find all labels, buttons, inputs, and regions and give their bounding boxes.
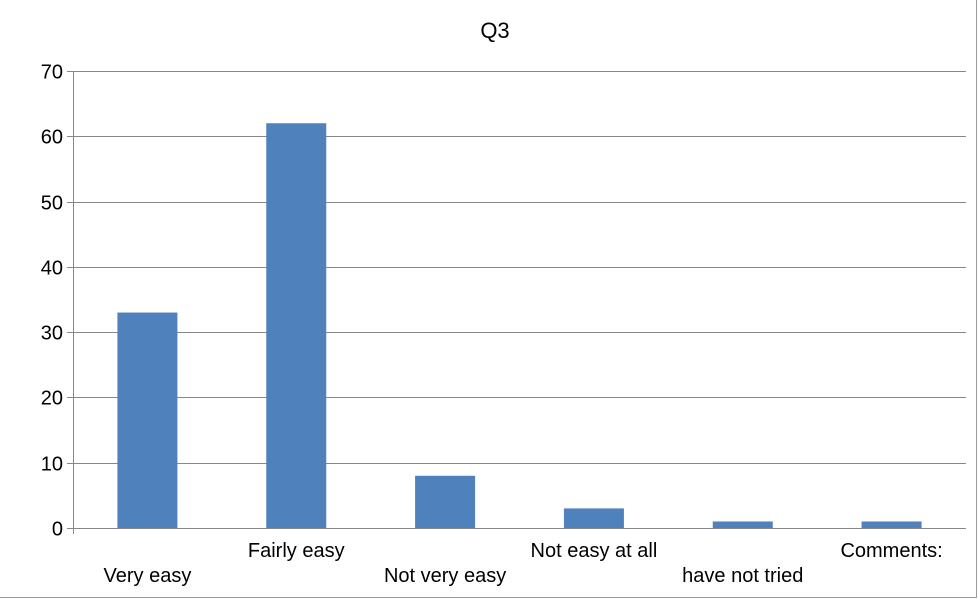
y-tick-label: 30 [41, 323, 63, 345]
x-category-label: Not very easy [384, 565, 506, 587]
bar [712, 521, 773, 528]
x-category-label: Comments: [840, 540, 942, 562]
x-category-label: Fairly easy [248, 540, 345, 562]
bar [415, 475, 476, 528]
y-tick-label: 70 [41, 62, 63, 84]
bar [861, 521, 922, 528]
y-tick-label: 40 [41, 258, 63, 280]
y-tick-label: 50 [41, 193, 63, 215]
bar [563, 508, 624, 528]
y-tick-label: 0 [52, 519, 63, 541]
bar [266, 123, 327, 528]
chart-title: Q3 [480, 18, 509, 43]
x-category-label: Not easy at all [531, 540, 658, 562]
y-tick-label: 10 [41, 454, 63, 476]
bar [117, 312, 178, 528]
y-tick-label: 20 [41, 388, 63, 410]
y-tick-label: 60 [41, 127, 63, 149]
x-category-label: have not tried [682, 565, 803, 587]
x-category-label: Very easy [104, 565, 192, 587]
